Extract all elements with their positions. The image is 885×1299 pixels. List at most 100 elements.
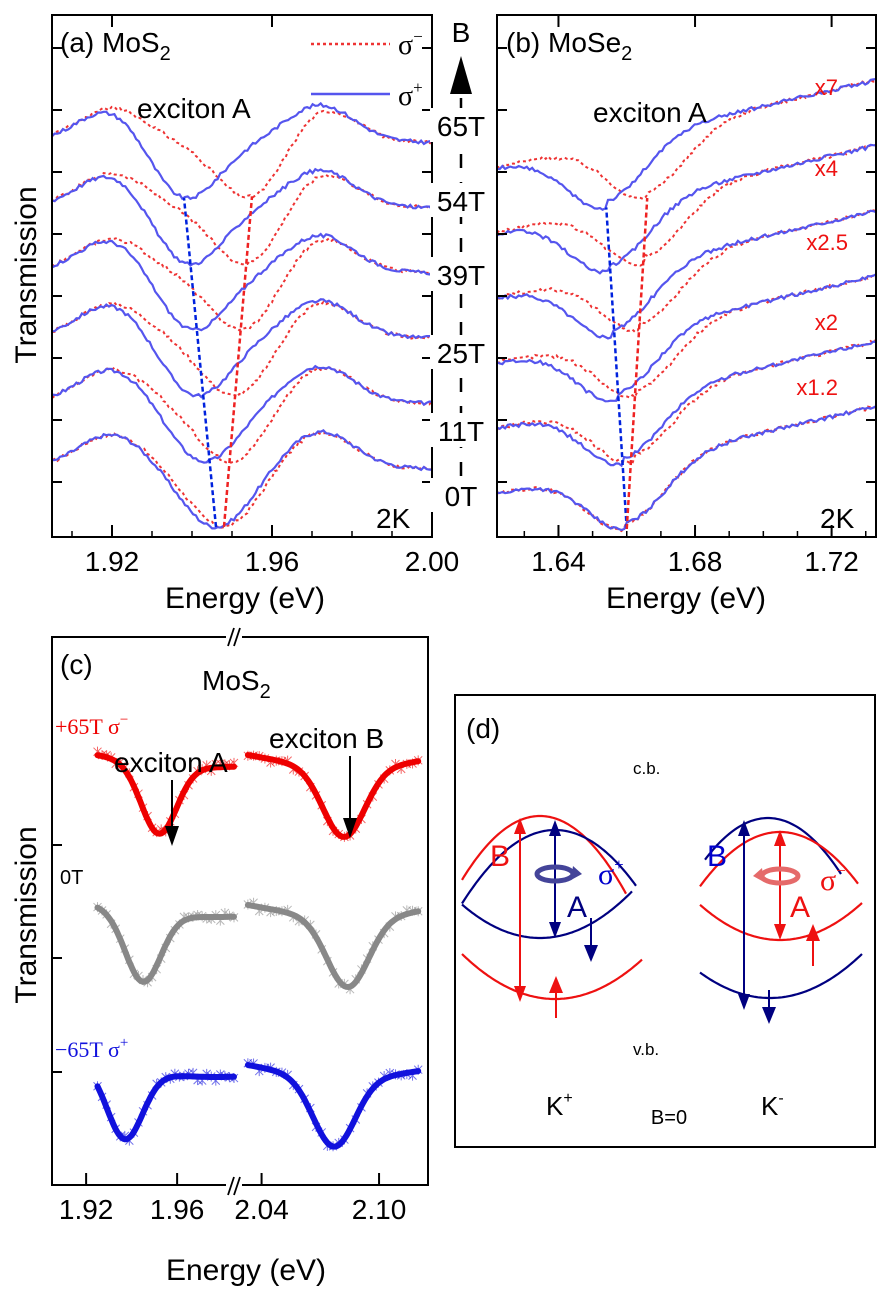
panel-b-54T-sigma-plus-curve: [496, 143, 877, 275]
panel-b-scale-labels: x1.2 x2 x2.5 x4 x7: [796, 75, 848, 400]
series-0-exciton-a-fit: [94, 752, 237, 837]
left-B-label: B: [490, 840, 510, 873]
field-label-bg: [430, 478, 492, 512]
panel-a-exciton-label: exciton A: [137, 93, 251, 124]
panel-b-0T-sigma-plus-curve: [496, 405, 877, 532]
exciton-b-arrow: [343, 756, 357, 838]
panel-c-data: [93, 746, 423, 1152]
field-label-54T: 54T: [437, 186, 485, 217]
panel-c-ticks: 1.92 1.96 2.04 2.10: [52, 844, 407, 1225]
scale-label: x2: [815, 310, 838, 335]
left-transition-B: [514, 818, 526, 1002]
panel-b-exciton-label: exciton A: [593, 97, 707, 128]
right-B-label: B: [707, 840, 727, 873]
series-1-exciton-a-fit: [94, 904, 237, 985]
field-label-11T: 11T: [438, 416, 484, 447]
left-A-label: A: [567, 891, 587, 924]
axis-break-bottom: [227, 1176, 241, 1196]
field-labels: B 0T 11T 25T 39T 54T 65T: [430, 17, 492, 512]
field-label-0T: 0T: [445, 481, 478, 512]
panel-c-ylabel: Transmission: [10, 826, 43, 1003]
cb-label: c.b.: [633, 759, 660, 778]
panel-a-xtick-label: 1.96: [245, 546, 300, 577]
left-spin-down-icon: [584, 918, 598, 962]
panel-a-65T-sigma-plus-curve: [51, 101, 433, 201]
valley-K-minus-label: K-: [761, 1090, 784, 1121]
panel-b-temperature: 2K: [820, 503, 855, 534]
right-transition-B: [738, 820, 750, 1010]
scale-label: x2.5: [806, 230, 848, 255]
panel-b: 1.64 1.68 1.72 (b) MoSe2 exciton A 2K x1.2…: [496, 14, 877, 615]
panel-b-25T-sigma-plus-curve: [496, 273, 877, 403]
field-arrow-head: [450, 56, 472, 94]
right-spin-down-icon: [762, 990, 776, 1024]
panel-a-curves: [51, 101, 433, 530]
series-2-exciton-a-fit: [94, 1073, 237, 1143]
panel-b-frame: [496, 14, 877, 538]
series-2-exciton-b-fit: [244, 1062, 422, 1150]
panel-d-title: (d): [466, 713, 500, 744]
series-0-exciton-b-fit: [244, 752, 422, 840]
panel-a-sigma-plus-guide: [182, 197, 218, 528]
panel-b-xtick-label: 1.64: [531, 546, 586, 577]
panel-b-curves: [496, 78, 877, 533]
series-1-exciton-b-fit: [244, 902, 422, 991]
panel-b-39T-sigma-minus-curve: [496, 209, 877, 334]
panel-b-title: (b) MoSe2: [506, 27, 632, 65]
panel-a-ylabel: Transmission: [10, 186, 43, 363]
panel-b-xlabel: Energy (eV): [606, 582, 766, 615]
panel-b-sigma-minus-guide: [625, 197, 649, 530]
panel-d-frame: [454, 694, 876, 1148]
panel-c: 1.92 1.96 2.04 2.10 (c) MoS2 exciton A exci…: [10, 627, 429, 1287]
panel-a-title: (a) MoS2: [60, 27, 171, 65]
right-sigma-label: σ−: [820, 861, 846, 897]
right-circular-polarization-icon: [753, 866, 801, 886]
panel-a-temperature: 2K: [376, 503, 411, 534]
right-A-label: A: [790, 891, 810, 924]
panel-c-xtick-label: 2.10: [352, 1194, 407, 1225]
left-vb-blue-band: [461, 890, 633, 940]
axis-break-top: [227, 627, 241, 647]
left-sigma-label: σ+: [598, 855, 624, 891]
panel-d: (d) c.b. v.b. B A σ+: [454, 694, 876, 1148]
panel-b-39T-sigma-plus-curve: [496, 209, 877, 340]
valley-K-plus-label: K+: [546, 1090, 573, 1121]
field-label-bg: [430, 257, 492, 291]
panel-b-xtick-label: 1.72: [804, 546, 859, 577]
panel-a-xlabel: Energy (eV): [165, 582, 325, 615]
series-label-plus65T: +65T σ−: [55, 712, 128, 739]
panel-c-xtick-label: 1.96: [150, 1194, 205, 1225]
right-cb-red-band: [699, 830, 859, 888]
panel-b-xtick-label: 1.68: [668, 546, 723, 577]
right-spin-up-icon: [806, 924, 820, 966]
field-label-bg: [430, 108, 492, 142]
panel-a-11T-sigma-minus-curve: [51, 365, 433, 464]
panel-a-54T-sigma-minus-curve: [51, 171, 433, 266]
panel-a-xtick-label: 2.00: [405, 546, 460, 577]
exciton-a-arrow: [165, 780, 179, 846]
field-label-bg: [430, 183, 492, 217]
panel-a-11T-sigma-plus-curve: [51, 364, 432, 464]
right-vb-blue-band: [699, 953, 863, 1000]
panel-b-sigma-plus-guide: [605, 207, 628, 530]
left-vb-red-band: [461, 953, 643, 1001]
panel-a-0T-sigma-minus-curve: [51, 431, 433, 529]
panel-c-exciton-a-label: exciton A: [114, 747, 228, 778]
panel-a-0T-sigma-plus-curve: [51, 429, 432, 530]
field-label-39T: 39T: [437, 260, 485, 291]
panel-c-title: (c): [60, 649, 93, 680]
panel-a: 1.92 1.96 2.00 (a) MoS2 exciton A 2K σ− σ+…: [10, 14, 459, 615]
panel-a-ticks: 1.92 1.96 2.00: [52, 15, 459, 577]
panel-b-25T-sigma-minus-curve: [496, 274, 877, 399]
right-vb-red-band: [699, 902, 863, 942]
panel-b-54T-sigma-minus-curve: [496, 144, 877, 267]
left-spin-up-icon: [549, 976, 563, 1018]
series-label-0T: 0T: [60, 867, 83, 889]
panel-b-65T-sigma-minus-curve: [496, 79, 877, 201]
panel-c-xlabel: Energy (eV): [166, 1254, 326, 1287]
field-header: B: [452, 17, 471, 48]
left-circular-polarization-icon: [534, 864, 582, 884]
panel-a-39T-sigma-minus-curve: [51, 236, 433, 332]
panel-a-xtick-label: 1.92: [85, 546, 140, 577]
